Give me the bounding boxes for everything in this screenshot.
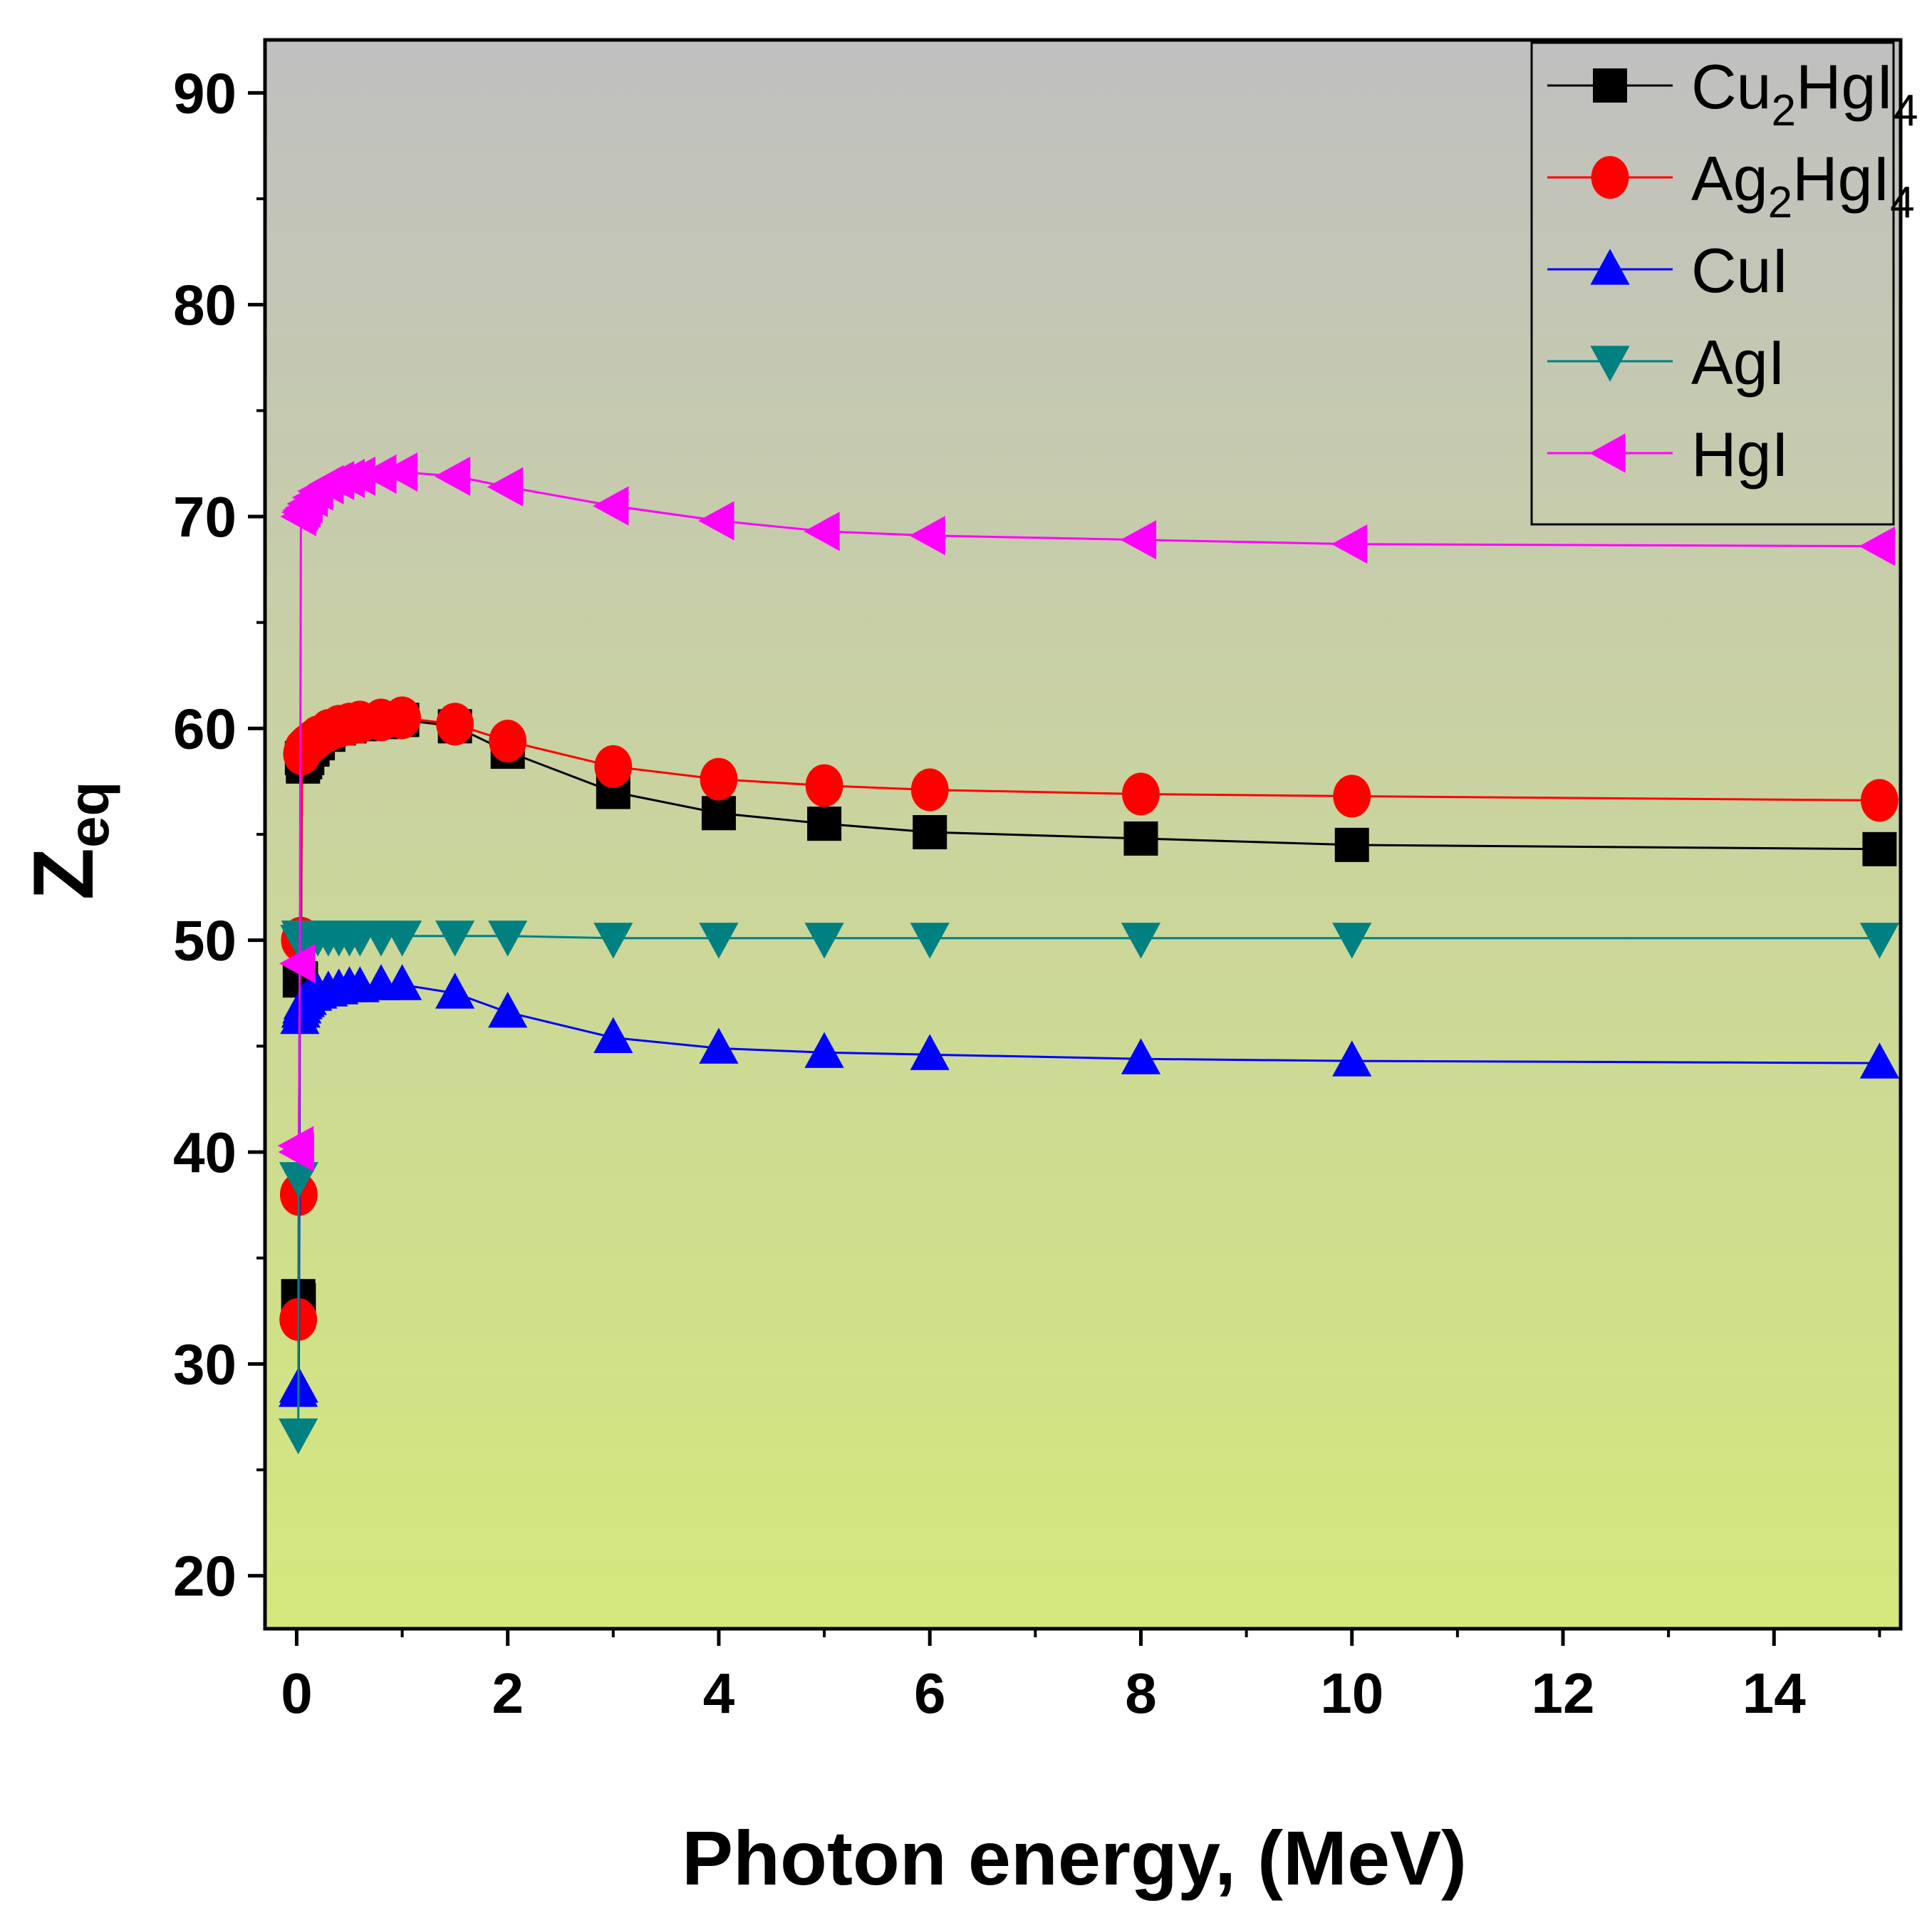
legend-item: CuI xyxy=(1547,235,1789,306)
legend-marker xyxy=(1590,249,1630,285)
data-point xyxy=(382,964,422,1000)
legend-label: HgI xyxy=(1691,419,1789,489)
data-point xyxy=(1122,772,1160,816)
x-tick-label: 8 xyxy=(1125,1662,1157,1725)
data-point xyxy=(1332,1040,1372,1077)
data-point xyxy=(804,1032,844,1068)
data-point xyxy=(434,456,471,497)
data-point xyxy=(698,501,734,541)
data-point xyxy=(913,815,947,850)
data-point xyxy=(279,1418,318,1455)
y-tick-label: 30 xyxy=(173,1332,237,1396)
data-point xyxy=(382,921,422,957)
data-point xyxy=(699,1027,739,1064)
data-point xyxy=(1121,1038,1161,1074)
data-point xyxy=(1120,520,1157,560)
data-point xyxy=(1331,524,1368,564)
data-point xyxy=(279,1162,319,1198)
series-AgI xyxy=(279,921,1899,1455)
data-point xyxy=(1860,779,1899,822)
data-point xyxy=(436,703,474,746)
legend-item: Cu2HgI4 xyxy=(1547,51,1918,135)
data-point xyxy=(701,796,736,831)
y-tick-label: 40 xyxy=(173,1121,237,1184)
data-point xyxy=(339,456,375,497)
data-point xyxy=(1859,527,1895,566)
data-point xyxy=(489,720,527,763)
data-point xyxy=(807,807,842,841)
data-point xyxy=(804,923,844,959)
data-point xyxy=(488,991,528,1028)
data-point xyxy=(435,921,475,957)
data-point xyxy=(278,1132,315,1172)
series-layer xyxy=(277,452,1899,1455)
data-point xyxy=(910,768,949,812)
data-point xyxy=(699,923,739,959)
x-tick-label: 4 xyxy=(703,1662,735,1725)
x-tick-label: 14 xyxy=(1743,1662,1806,1725)
x-tick-label: 10 xyxy=(1320,1662,1383,1725)
data-point xyxy=(910,923,950,959)
x-axis-title: Photon energy, (MeV) xyxy=(682,1815,1467,1901)
data-point xyxy=(593,486,629,526)
legend-marker xyxy=(1590,346,1630,382)
data-point xyxy=(383,696,421,740)
x-tick-label: 6 xyxy=(914,1662,946,1725)
data-point xyxy=(593,1017,633,1054)
series-HgI xyxy=(277,452,1895,1172)
legend-label: Ag2HgI4 xyxy=(1691,143,1915,227)
data-point xyxy=(1121,923,1161,959)
data-point xyxy=(487,467,524,507)
series-CuI xyxy=(279,964,1899,1407)
legend-item: HgI xyxy=(1547,419,1789,489)
data-point xyxy=(1859,1042,1899,1079)
data-point xyxy=(805,764,843,807)
data-point xyxy=(381,452,418,492)
legend-label: CuI xyxy=(1691,235,1789,306)
data-point xyxy=(1862,831,1897,866)
legend-box xyxy=(1530,41,1895,526)
legend-label: AgI xyxy=(1691,327,1785,398)
data-point xyxy=(435,973,475,1009)
legend-item: Ag2HgI4 xyxy=(1547,143,1915,227)
legend-marker xyxy=(1593,68,1627,103)
data-point xyxy=(910,1034,950,1070)
data-point xyxy=(488,921,528,957)
data-point xyxy=(1123,821,1158,856)
plot-background xyxy=(265,40,1901,1629)
x-tick-label: 0 xyxy=(281,1662,313,1725)
series-Ag2HgI4 xyxy=(279,696,1899,1341)
data-point xyxy=(700,757,738,801)
data-point xyxy=(1333,774,1371,818)
data-point xyxy=(804,512,840,551)
x-axis-ticks: 0 2 4 6 8 10 12 14 xyxy=(281,1629,1881,1725)
legend-marker xyxy=(1589,433,1626,473)
y-tick-label: 80 xyxy=(173,274,237,337)
data-point xyxy=(1332,923,1372,959)
data-point xyxy=(360,454,397,494)
legend-marker xyxy=(1591,156,1629,199)
y-tick-label: 50 xyxy=(173,909,237,973)
data-point xyxy=(594,745,633,788)
legend-item: AgI xyxy=(1547,327,1785,398)
plot-frame xyxy=(263,38,1903,1631)
x-tick-label: 12 xyxy=(1531,1662,1594,1725)
y-axis-ticks: 20 30 40 50 60 70 80 90 xyxy=(173,61,265,1608)
y-axis-title: Zeq xyxy=(16,782,120,901)
data-point xyxy=(1334,827,1369,862)
x-tick-label: 2 xyxy=(492,1662,524,1725)
y-tick-label: 70 xyxy=(173,485,237,549)
y-tick-label: 20 xyxy=(173,1545,237,1608)
y-tick-label: 90 xyxy=(173,61,237,125)
data-point xyxy=(909,516,945,556)
data-point xyxy=(279,943,316,983)
data-point xyxy=(1859,923,1899,959)
legend-label: Cu2HgI4 xyxy=(1691,51,1918,135)
y-tick-label: 60 xyxy=(173,697,237,760)
data-point xyxy=(593,923,633,959)
